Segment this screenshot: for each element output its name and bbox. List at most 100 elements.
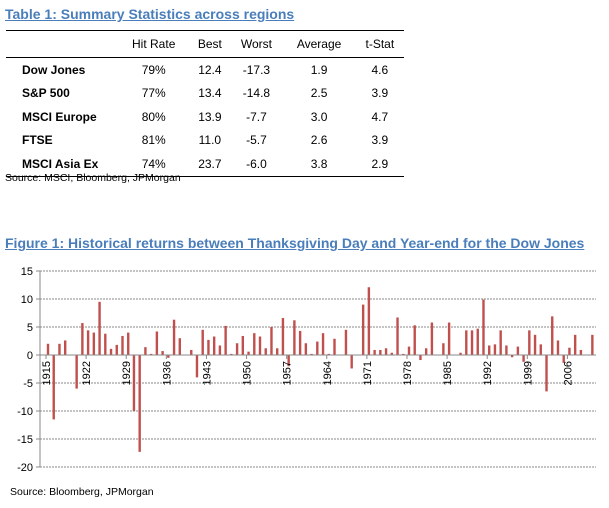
table-row: MSCI Asia Ex 74% 23.7 -6.0 3.8 2.9: [6, 152, 404, 177]
bar: [551, 316, 554, 355]
t-stat-cell: 4.6: [371, 62, 389, 77]
bar: [591, 334, 594, 355]
bar: [505, 345, 508, 355]
bar: [545, 355, 548, 392]
average-cell: 3.0: [310, 109, 328, 124]
best-cell: 13.4: [198, 86, 222, 101]
x-tick-label: 1922: [81, 361, 93, 385]
hit-rate-cell: 80%: [141, 109, 166, 124]
bar: [201, 329, 204, 355]
bar: [539, 344, 542, 355]
bar: [52, 355, 55, 420]
bar: [212, 336, 216, 355]
returns-bar-chart: 15 10 5 0 -5 -10 -15 -20 1915 1922 1929 1936 1943 195…: [17, 266, 596, 474]
bar: [333, 338, 336, 355]
hit-rate-cell: 81%: [141, 133, 166, 148]
bar: [402, 353, 405, 355]
x-tick-label: 1957: [282, 361, 294, 385]
best-cell: 23.7: [189, 152, 231, 177]
y-tick-label: -10: [17, 406, 33, 418]
bar: [121, 335, 124, 355]
bar: [155, 331, 159, 355]
header-worst: Worst: [230, 30, 283, 58]
bar: [327, 353, 330, 355]
t-stat-cell: 3.9: [371, 86, 389, 101]
bar: [419, 355, 422, 361]
bar: [316, 341, 319, 355]
worst-cell: -6.0: [230, 152, 283, 177]
worst-cell: -5.7: [246, 133, 267, 148]
header-best: Best: [189, 30, 231, 58]
bar: [384, 348, 388, 355]
bar: [58, 343, 61, 355]
bar: [144, 347, 147, 355]
bar: [190, 349, 193, 355]
bar: [379, 349, 382, 355]
hit-rate-cell: 77%: [141, 86, 166, 101]
bar: [470, 330, 474, 355]
bar: [350, 355, 353, 369]
bar: [46, 343, 50, 355]
t-stat-cell: 3.9: [371, 133, 389, 148]
bar: [476, 328, 479, 355]
bar: [75, 355, 78, 389]
bar: [510, 355, 514, 358]
bar: [218, 345, 222, 355]
table-row: S&P 500 77% 13.4 -14.8 2.5 3.9: [6, 82, 404, 106]
x-tick-label: 1992: [482, 361, 494, 385]
hit-rate-cell: 79%: [141, 62, 166, 77]
t-stat-cell: 4.7: [371, 109, 389, 124]
x-tick-label: 1943: [201, 361, 213, 385]
y-tick-label: 0: [27, 350, 33, 362]
summary-table: Hit Rate Best Worst Average t-Stat Dow J…: [6, 30, 404, 177]
bar: [407, 346, 411, 355]
x-tick-label: 1985: [442, 361, 454, 385]
bar: [562, 355, 565, 363]
y-tick-label: -5: [23, 378, 33, 390]
bar: [568, 347, 571, 355]
bar: [424, 348, 428, 355]
worst-cell: -17.3: [242, 62, 271, 77]
t-stat-cell: 2.9: [355, 152, 404, 177]
bar: [516, 346, 520, 355]
y-tick-label: -20: [17, 462, 33, 474]
row-name-cell: S&P 500: [22, 86, 70, 101]
bar: [86, 330, 90, 355]
average-cell: 3.8: [282, 152, 356, 177]
bar: [98, 301, 101, 355]
hit-rate-cell: 74%: [118, 152, 190, 177]
x-tick-label: 1929: [121, 361, 133, 385]
table-row: Dow Jones 79% 12.4 -17.3 1.9 4.6: [6, 58, 404, 82]
bar: [281, 318, 285, 355]
bar: [293, 320, 296, 355]
bar: [207, 339, 210, 355]
bar: [132, 355, 136, 411]
average-cell: 2.6: [310, 133, 328, 148]
bar: [161, 351, 164, 355]
y-tick-label: 15: [21, 266, 33, 278]
bar: [81, 323, 84, 355]
best-cell: 12.4: [198, 62, 222, 77]
bar: [465, 330, 468, 355]
bar: [253, 333, 256, 355]
x-tick-label: 1915: [41, 361, 53, 385]
figure-title: Figure 1: Historical returns between Tha…: [5, 235, 585, 251]
worst-cell: -7.7: [246, 109, 267, 124]
best-cell: 13.9: [198, 109, 222, 124]
bar: [63, 340, 67, 355]
bar: [373, 349, 376, 355]
bar: [361, 304, 365, 355]
bar: [556, 340, 560, 355]
bar: [528, 330, 531, 355]
bar: [488, 345, 491, 355]
bar: [109, 348, 113, 355]
row-name-cell: MSCI Asia Ex: [6, 152, 118, 177]
bar: [149, 353, 153, 355]
x-tick-label: 1999: [522, 361, 534, 385]
worst-cell: -14.8: [242, 86, 271, 101]
bar: [172, 319, 176, 355]
bar: [522, 355, 525, 362]
bar: [310, 353, 313, 355]
x-tick-label: 2006: [562, 361, 574, 385]
bar: [499, 330, 502, 355]
